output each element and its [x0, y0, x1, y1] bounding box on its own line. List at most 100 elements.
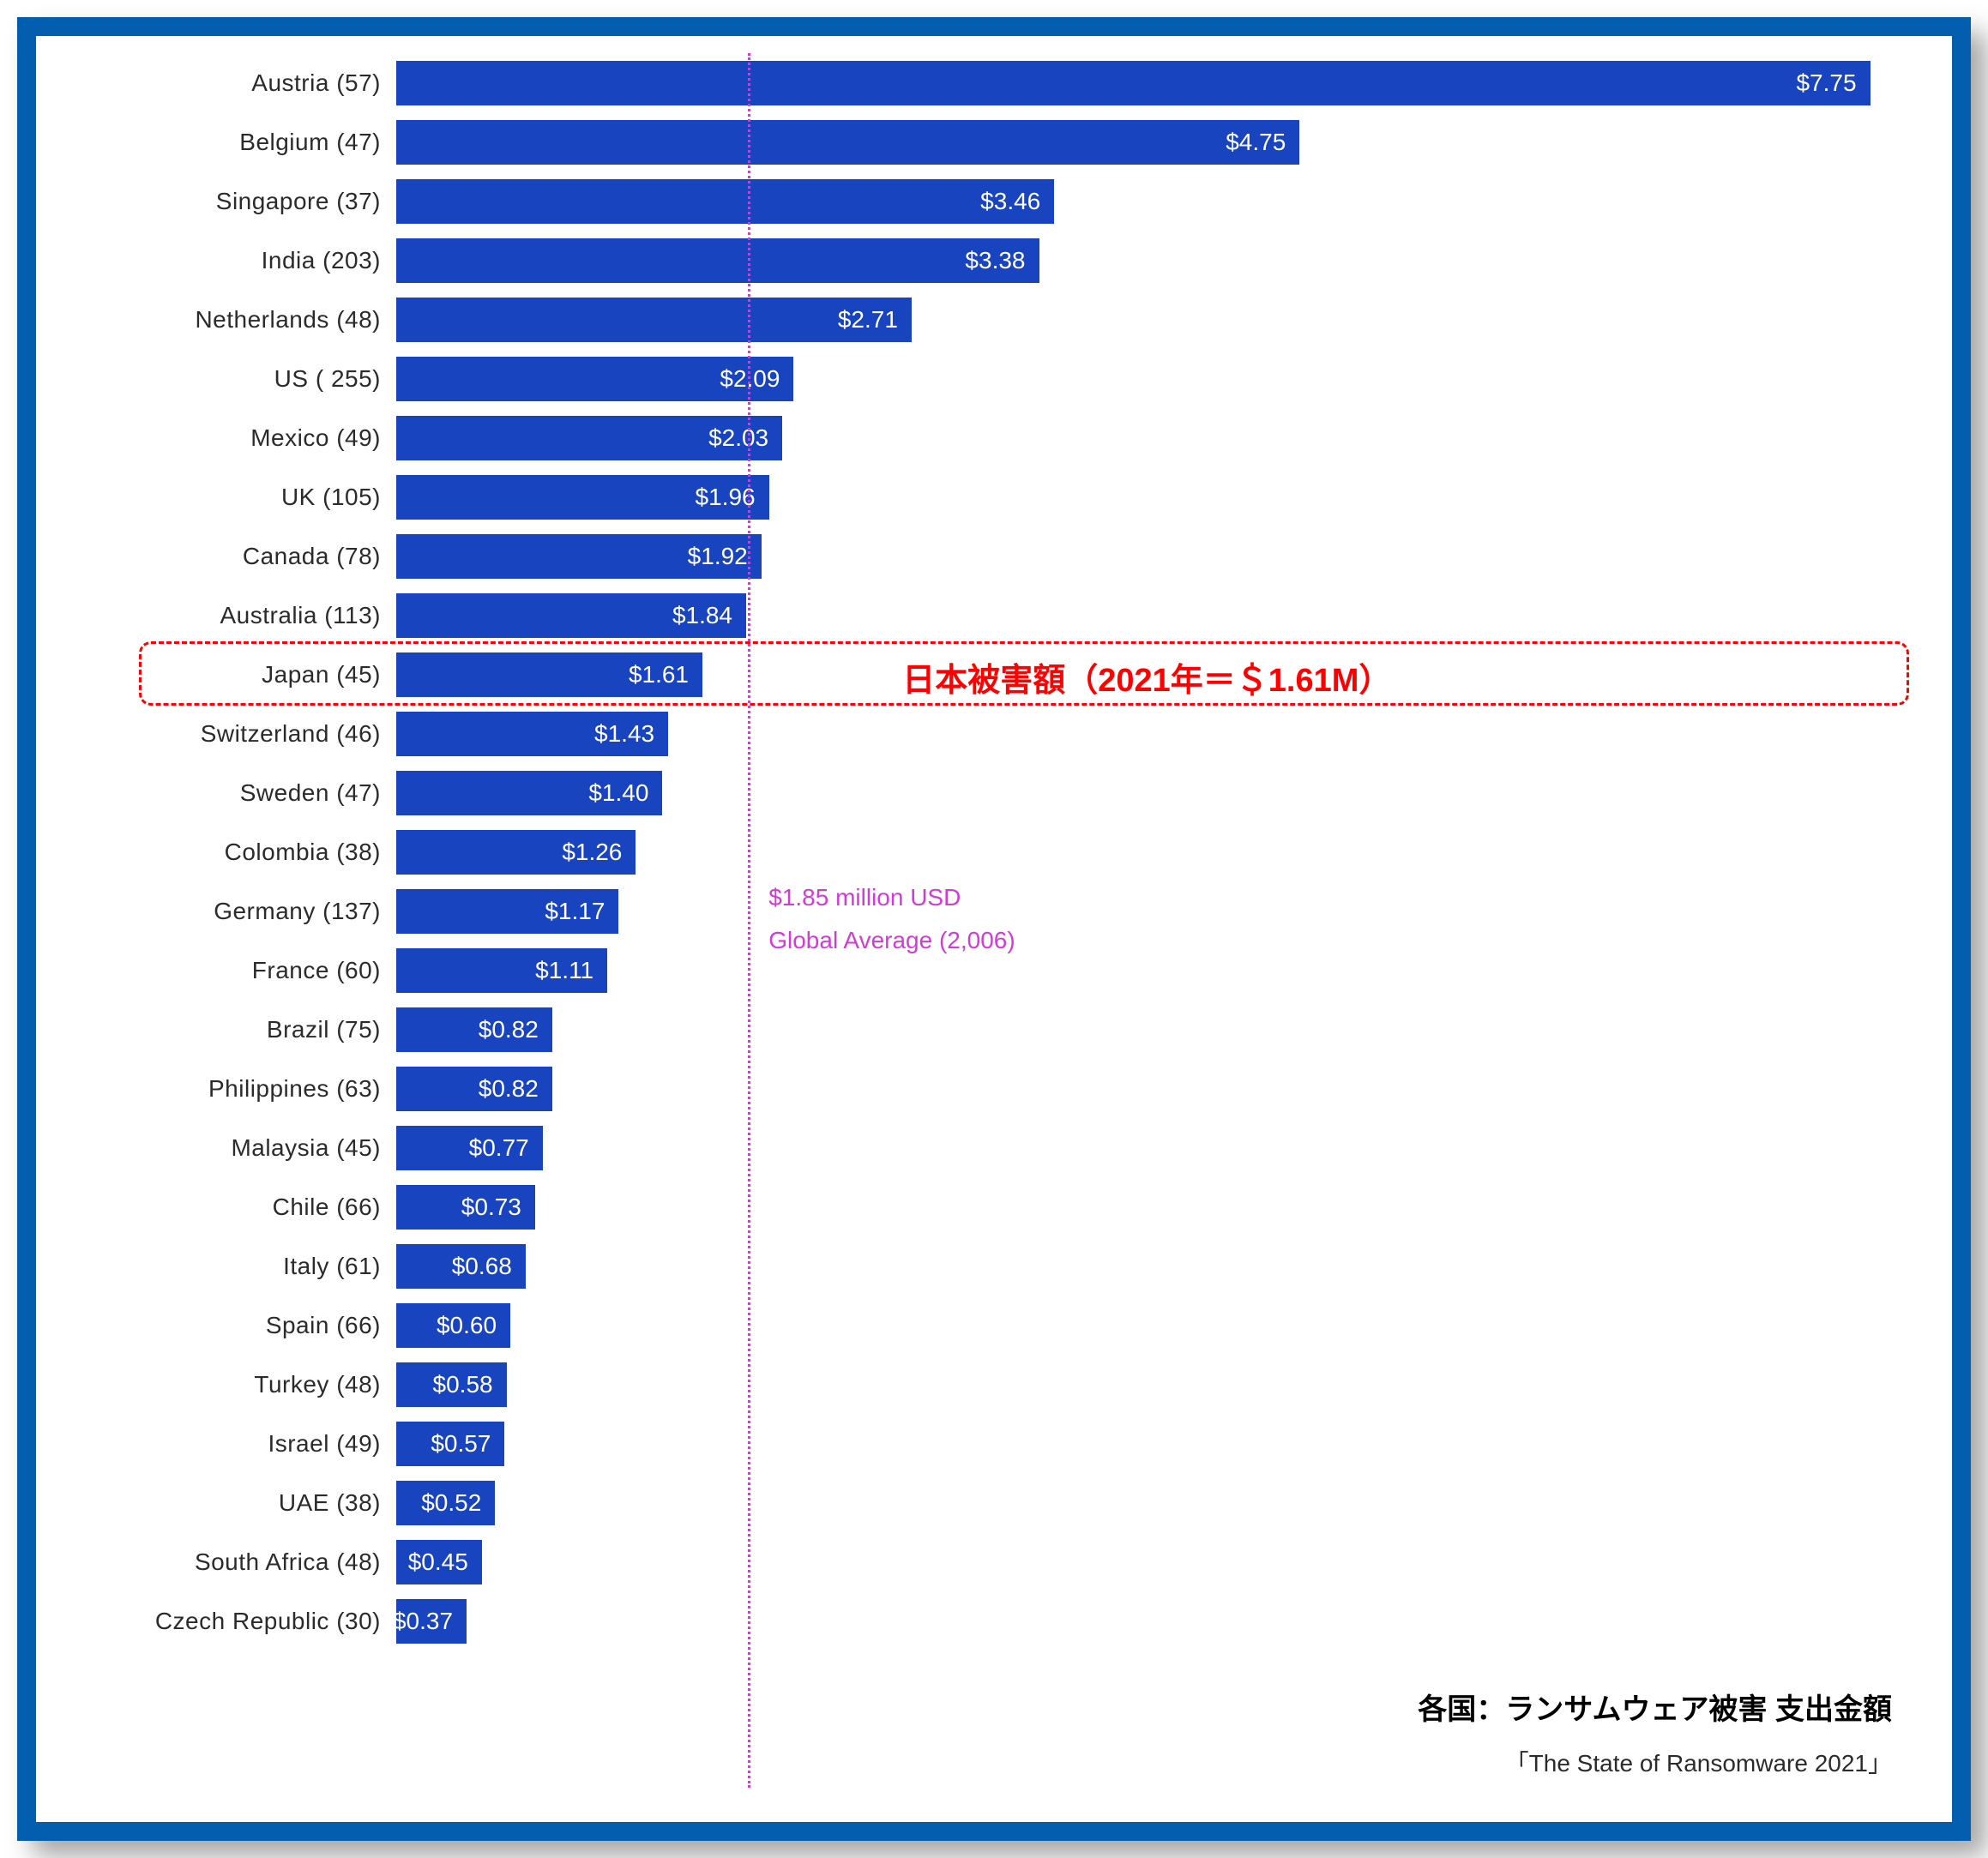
bar-row: France (60)$1.11	[36, 941, 1918, 1000]
bar-track: $2.71	[396, 298, 1918, 342]
bar-row: Germany (137)$1.17	[36, 881, 1918, 941]
bar-track: $1.96	[396, 475, 1918, 520]
bar: $0.60	[396, 1303, 510, 1348]
bar-label: Austria (57)	[36, 69, 396, 97]
bar: $0.82	[396, 1007, 552, 1052]
bar-track: $2.03	[396, 416, 1918, 460]
bar: $7.75	[396, 61, 1871, 105]
bar-row: US ( 255)$2.09	[36, 349, 1918, 408]
bar-row: Italy (61)$0.68	[36, 1236, 1918, 1296]
bar-row: Philippines (63)$0.82	[36, 1059, 1918, 1118]
bar: $0.52	[396, 1481, 495, 1525]
bar: $1.17	[396, 889, 618, 934]
bar: $1.61	[396, 652, 702, 697]
bar-track: $0.58	[396, 1362, 1918, 1407]
bar-track: $1.11	[396, 948, 1918, 993]
bar: $4.75	[396, 120, 1299, 165]
bar-track: $0.52	[396, 1481, 1918, 1525]
bar: $0.77	[396, 1126, 543, 1170]
bar-row: Chile (66)$0.73	[36, 1177, 1918, 1236]
bar-row: Brazil (75)$0.82	[36, 1000, 1918, 1059]
bar-row: Colombia (38)$1.26	[36, 822, 1918, 881]
bar: $1.96	[396, 475, 769, 520]
bar: $0.57	[396, 1422, 504, 1466]
bar-label: Czech Republic (30)	[36, 1608, 396, 1635]
bar-row: Japan (45)$1.61	[36, 645, 1918, 704]
bar-row: India (203)$3.38	[36, 231, 1918, 290]
bar-track: $0.37	[396, 1599, 1918, 1644]
bar: $1.40	[396, 771, 662, 815]
bar-row: Spain (66)$0.60	[36, 1296, 1918, 1355]
bar-track: $0.73	[396, 1185, 1918, 1230]
bar-track: $2.09	[396, 357, 1918, 401]
bar: $0.68	[396, 1244, 526, 1289]
bar: $2.03	[396, 416, 782, 460]
bars-container: Austria (57)$7.75Belgium (47)$4.75Singap…	[36, 53, 1918, 1788]
bar-track: $0.68	[396, 1244, 1918, 1289]
bar-track: $7.75	[396, 61, 1918, 105]
bar-label: Mexico (49)	[36, 424, 396, 452]
bar-label: Belgium (47)	[36, 129, 396, 156]
bar-label: Canada (78)	[36, 543, 396, 570]
bar-track: $0.82	[396, 1067, 1918, 1111]
bar-track: $3.46	[396, 179, 1918, 224]
bar: $1.92	[396, 534, 762, 579]
bar-row: Singapore (37)$3.46	[36, 171, 1918, 231]
chart-frame: Austria (57)$7.75Belgium (47)$4.75Singap…	[17, 17, 1971, 1841]
bar-label: Spain (66)	[36, 1312, 396, 1339]
bar-label: Israel (49)	[36, 1430, 396, 1458]
bar-row: Israel (49)$0.57	[36, 1414, 1918, 1473]
bar-label: UK (105)	[36, 484, 396, 511]
bar-label: Sweden (47)	[36, 779, 396, 807]
chart-source: 「The State of Ransomware 2021」	[1505, 1745, 1892, 1779]
bar-track: $1.17	[396, 889, 1918, 934]
bar-track: $3.38	[396, 238, 1918, 283]
bar: $3.46	[396, 179, 1054, 224]
bar-track: $4.75	[396, 120, 1918, 165]
bar-label: France (60)	[36, 957, 396, 984]
bar-label: India (203)	[36, 247, 396, 274]
bar: $0.58	[396, 1362, 507, 1407]
bar-row: South Africa (48)$0.45	[36, 1532, 1918, 1591]
bar-track: $0.77	[396, 1126, 1918, 1170]
bar: $1.43	[396, 712, 668, 756]
bar-label: Netherlands (48)	[36, 306, 396, 334]
bar: $0.73	[396, 1185, 535, 1230]
bar-label: Switzerland (46)	[36, 720, 396, 748]
bar-label: Chile (66)	[36, 1194, 396, 1221]
bar: $1.84	[396, 593, 746, 638]
bar: $3.38	[396, 238, 1039, 283]
bar-track: $0.60	[396, 1303, 1918, 1348]
bar-label: Japan (45)	[36, 661, 396, 688]
bar: $0.82	[396, 1067, 552, 1111]
chart-panel: Austria (57)$7.75Belgium (47)$4.75Singap…	[36, 36, 1952, 1822]
bar-track: $0.82	[396, 1007, 1918, 1052]
bar-label: Italy (61)	[36, 1253, 396, 1280]
bar: $2.09	[396, 357, 793, 401]
bar-row: UAE (38)$0.52	[36, 1473, 1918, 1532]
bar: $2.71	[396, 298, 912, 342]
bar-track: $1.92	[396, 534, 1918, 579]
bar: $1.26	[396, 830, 636, 875]
bar-label: Malaysia (45)	[36, 1134, 396, 1162]
bar-label: Colombia (38)	[36, 839, 396, 866]
bar-track: $1.61	[396, 652, 1918, 697]
bar-track: $1.84	[396, 593, 1918, 638]
bar-label: Brazil (75)	[36, 1016, 396, 1043]
bar-track: $1.43	[396, 712, 1918, 756]
bar-label: UAE (38)	[36, 1489, 396, 1517]
bar-row: Switzerland (46)$1.43	[36, 704, 1918, 763]
bar: $0.45	[396, 1540, 482, 1584]
bar-track: $1.40	[396, 771, 1918, 815]
bar-row: Australia (113)$1.84	[36, 586, 1918, 645]
bar-label: Philippines (63)	[36, 1075, 396, 1103]
bar-row: Netherlands (48)$2.71	[36, 290, 1918, 349]
bar-label: US ( 255)	[36, 365, 396, 393]
bar-row: Austria (57)$7.75	[36, 53, 1918, 112]
bar-label: Australia (113)	[36, 602, 396, 629]
bar-track: $0.45	[396, 1540, 1918, 1584]
bar-label: South Africa (48)	[36, 1548, 396, 1576]
bar-track: $0.57	[396, 1422, 1918, 1466]
bar-row: Sweden (47)$1.40	[36, 763, 1918, 822]
bar: $0.37	[396, 1599, 467, 1644]
